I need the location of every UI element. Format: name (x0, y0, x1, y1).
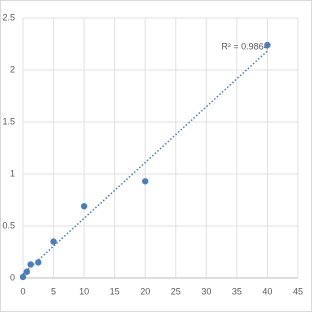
x-tick-label: 0 (20, 286, 25, 296)
data-point (23, 268, 31, 275)
y-tick-label: 2.5 (2, 12, 15, 22)
x-tick-label: 30 (201, 286, 211, 296)
x-tick-label: 15 (110, 286, 120, 296)
trendline (22, 50, 268, 275)
data-point (80, 203, 88, 210)
x-tick-label: 25 (171, 286, 181, 296)
x-tick-label: 35 (232, 286, 242, 296)
data-point (35, 259, 42, 266)
data-point (50, 238, 57, 245)
x-tick-label: 20 (140, 286, 150, 296)
y-tick-label: 2 (10, 64, 15, 74)
data-point (264, 41, 271, 49)
x-tick-label: 40 (262, 286, 272, 296)
y-tick-label: 0.5 (2, 220, 15, 230)
annotation: R² = 0.9864 (221, 41, 268, 51)
y-tick-label: 1.5 (2, 116, 15, 126)
y-tick-label: 1 (10, 168, 15, 178)
chart: R² = 0.9864 0 0.5 1 1.5 2 2.5 0 5 10 15 20 25 30 35 40… (0, 0, 312, 312)
y-tick-label: 0 (10, 272, 15, 282)
chart-frame (0, 0, 312, 312)
x-tick-label: 5 (51, 286, 56, 296)
x-tick-label: 45 (293, 286, 303, 296)
data-point (27, 261, 34, 268)
x-tick-label: 10 (79, 286, 89, 296)
data-point (142, 178, 149, 185)
page: R² = 0.9864 0 0.5 1 1.5 2 2.5 0 5 10 15 20 25 30 35 40… (0, 0, 312, 312)
data-point (19, 273, 27, 281)
